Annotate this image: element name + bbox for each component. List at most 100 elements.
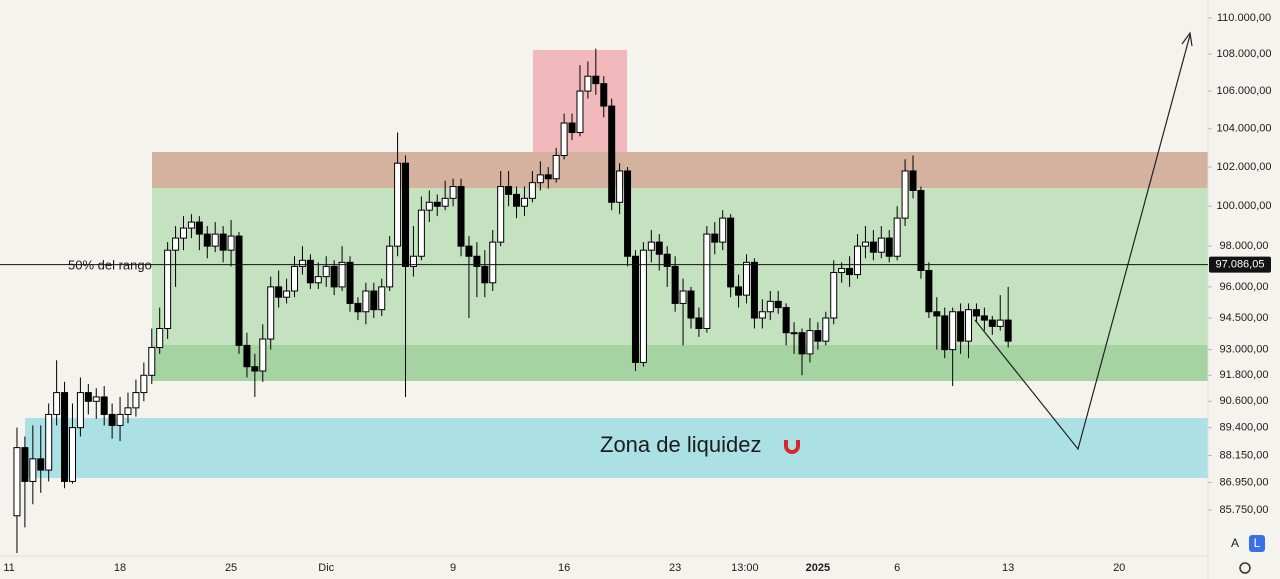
price-label-bg bbox=[1209, 256, 1271, 273]
candle-body bbox=[76, 392, 84, 429]
projection-arrow bbox=[974, 34, 1191, 451]
x-tick-label: 13 bbox=[1002, 562, 1014, 574]
candle-body bbox=[386, 245, 394, 288]
candle-body bbox=[671, 265, 679, 304]
y-tick-label: 88.150,00 bbox=[1220, 449, 1269, 461]
candle-body bbox=[275, 286, 283, 298]
candle-body bbox=[465, 245, 473, 257]
candle-body bbox=[520, 197, 528, 207]
candle-body bbox=[362, 290, 370, 313]
y-tick-label: 104.000,00 bbox=[1216, 123, 1271, 135]
candle-body bbox=[291, 265, 299, 292]
candle-body bbox=[703, 233, 711, 329]
y-tick-label: 85.750,00 bbox=[1220, 504, 1269, 516]
x-tick-label: 18 bbox=[114, 562, 126, 574]
candle-body bbox=[957, 311, 965, 342]
candle-body bbox=[402, 162, 410, 267]
candle-body bbox=[21, 447, 29, 482]
y-tick-label: 90.600,00 bbox=[1220, 395, 1269, 407]
candle-body bbox=[84, 392, 92, 402]
auto-button[interactable]: A bbox=[1231, 536, 1239, 550]
y-tick-label: 86.950,00 bbox=[1220, 476, 1269, 488]
candle-body bbox=[560, 122, 568, 157]
axes: 110.000,00 108.000,00 106.000,00 104.000,00… bbox=[0, 12, 1272, 574]
candle-body bbox=[45, 413, 53, 471]
candle-body bbox=[742, 261, 750, 296]
candle-body bbox=[473, 255, 481, 267]
candle-body bbox=[608, 105, 616, 203]
candle-body bbox=[29, 458, 37, 482]
x-tick-label: 16 bbox=[558, 562, 570, 574]
y-tick-label: 110.000,00 bbox=[1217, 12, 1271, 24]
candle-body bbox=[568, 122, 576, 134]
candle-body bbox=[854, 245, 862, 276]
candle-body bbox=[750, 261, 758, 319]
candle-body bbox=[830, 272, 838, 319]
candle-body bbox=[203, 233, 211, 247]
candle-body bbox=[132, 392, 140, 409]
candle-body bbox=[322, 265, 330, 278]
candle-body bbox=[631, 255, 639, 363]
candle-body bbox=[980, 315, 988, 321]
candle-body bbox=[61, 392, 69, 482]
candle-body bbox=[37, 458, 45, 471]
candle-body bbox=[354, 302, 362, 313]
x-tick-label: 6 bbox=[894, 562, 900, 574]
candle-body bbox=[996, 319, 1004, 327]
candle-body bbox=[687, 290, 695, 319]
y-tick-label: 108.000,00 bbox=[1216, 48, 1271, 60]
candle-body bbox=[13, 447, 21, 517]
candle-body bbox=[647, 241, 655, 251]
y-tick-label: 100.000,00 bbox=[1216, 200, 1271, 212]
candle-body bbox=[972, 309, 980, 317]
candle-body bbox=[933, 311, 941, 317]
candle-body bbox=[394, 162, 402, 247]
candle-body bbox=[544, 174, 552, 180]
candle-body bbox=[552, 155, 560, 180]
candle-body bbox=[68, 427, 76, 482]
candle-body bbox=[481, 265, 489, 284]
candle-body bbox=[108, 413, 116, 426]
candle-body bbox=[798, 332, 806, 355]
candle-body bbox=[148, 347, 156, 376]
log-button-bg[interactable] bbox=[1249, 535, 1265, 552]
candle-body bbox=[584, 75, 592, 92]
candle-body bbox=[592, 75, 600, 85]
candle-body bbox=[505, 186, 513, 195]
x-tick-label: 11 bbox=[3, 562, 14, 574]
y-tick-label: 94.500,00 bbox=[1220, 312, 1269, 324]
candle-body bbox=[901, 170, 909, 219]
candle-body bbox=[965, 309, 973, 342]
candle-body bbox=[100, 396, 108, 415]
candle-body bbox=[758, 311, 766, 319]
log-button[interactable]: L bbox=[1254, 536, 1261, 550]
candle-body bbox=[806, 330, 814, 355]
candle-body bbox=[528, 182, 536, 199]
candle-body bbox=[925, 269, 933, 313]
candle-body bbox=[941, 315, 949, 351]
candle-body bbox=[330, 265, 338, 288]
candle-body bbox=[409, 255, 417, 267]
candle-body bbox=[655, 241, 663, 255]
candle-body bbox=[378, 286, 386, 311]
candle-body bbox=[639, 249, 647, 363]
settings-icon[interactable] bbox=[1239, 562, 1251, 574]
candle-body bbox=[576, 90, 584, 134]
arrow-head bbox=[1181, 31, 1193, 47]
x-tick-label: 2025 bbox=[806, 562, 830, 574]
candle-body bbox=[790, 332, 798, 335]
x-tick-label: 9 bbox=[450, 562, 456, 574]
candle-body bbox=[441, 197, 449, 207]
candle-body bbox=[949, 311, 957, 351]
candle-body bbox=[735, 286, 743, 296]
candle-body bbox=[624, 170, 632, 257]
candle-body bbox=[92, 396, 100, 402]
candle-body bbox=[338, 261, 346, 288]
y-tick-label: 106.000,00 bbox=[1216, 85, 1271, 97]
x-tick-label: 13:00 bbox=[731, 562, 759, 574]
candle-body bbox=[433, 201, 441, 207]
candle-body bbox=[267, 286, 275, 340]
y-tick-label: 93.000,00 bbox=[1220, 344, 1269, 356]
candle-body bbox=[259, 338, 267, 372]
candle-body bbox=[306, 259, 314, 284]
